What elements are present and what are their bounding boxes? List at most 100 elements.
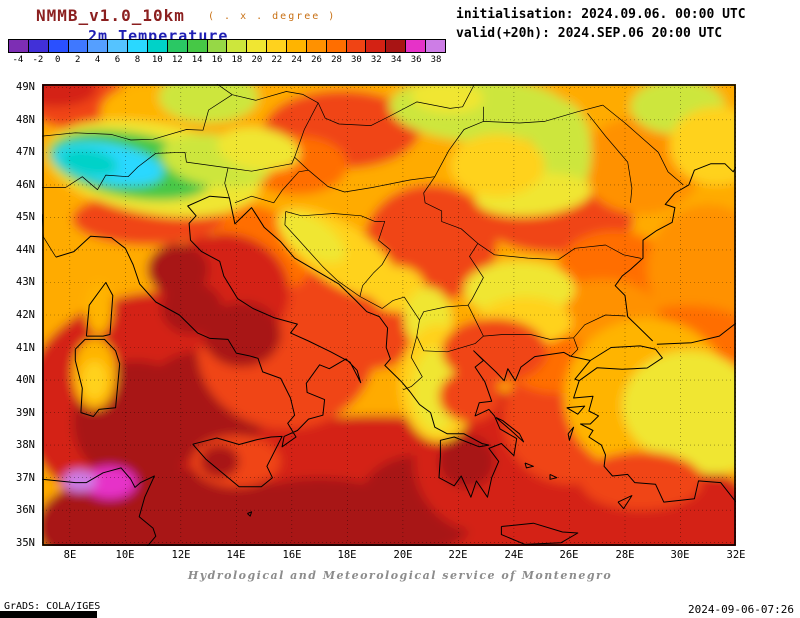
lon-tick-label: 12E — [171, 549, 191, 561]
lat-tick-label: 42N — [16, 309, 35, 321]
colorbar-tick-label: 6 — [114, 55, 121, 65]
colorbar-tick-label: 8 — [134, 55, 141, 65]
country-border — [42, 94, 233, 141]
colorbar-tick-label: 14 — [191, 55, 203, 65]
coastline — [192, 435, 283, 488]
valid-time: valid(+20h): 2024.SEP.06 20:00 UTC — [456, 26, 723, 41]
lon-tick-label: 18E — [337, 549, 357, 561]
lat-tick-label: 49N — [16, 81, 35, 93]
lat-tick-label: 44N — [16, 244, 35, 256]
colorbar-segment — [326, 40, 347, 52]
colorbar-tick-label: 10 — [151, 55, 163, 65]
lat-tick-label: 45N — [16, 211, 35, 223]
longitude-axis: 8E 10E 12E 14E 16E 18E 20E 22E 24E 26E 28E 30E 32E — [42, 549, 746, 563]
country-border — [467, 243, 484, 306]
coastline — [228, 197, 572, 498]
country-border — [294, 102, 319, 158]
colorbar-segment — [108, 40, 129, 52]
coastline — [495, 417, 525, 443]
lat-tick-label: 39N — [16, 407, 35, 419]
colorbar-tick-label: 0 — [55, 55, 61, 65]
country-border — [285, 211, 385, 222]
lon-tick-label: 30E — [670, 549, 690, 561]
colorbar-tick-label: 34 — [390, 55, 402, 65]
country-border — [402, 336, 423, 391]
colorbar-segment — [306, 40, 327, 52]
colorbar-segment — [128, 40, 149, 52]
coastline — [614, 163, 736, 342]
coastline — [55, 195, 362, 448]
colorbar-tick-label: 24 — [291, 55, 303, 65]
country-border — [570, 337, 579, 357]
lon-tick-label: 8E — [63, 549, 77, 561]
lat-tick-label: 36N — [16, 504, 35, 516]
colorbar-segment — [167, 40, 188, 52]
colorbar-tick-label: 36 — [410, 55, 422, 65]
colorbar-segment — [267, 40, 288, 52]
country-border — [423, 176, 479, 244]
lon-tick-label: 22E — [448, 549, 468, 561]
lat-tick-label: 40N — [16, 374, 35, 386]
country-border — [477, 243, 642, 261]
map-frame — [42, 84, 736, 546]
colorbar-tick-label: 30 — [351, 55, 362, 65]
coastline — [567, 426, 575, 441]
country-border — [483, 314, 626, 340]
colorbar-tick-label: 22 — [271, 55, 283, 65]
lon-tick-label: 28E — [615, 549, 635, 561]
colorbar-segment — [28, 40, 49, 52]
colorbar-segment — [406, 40, 427, 52]
colorbar-tick-label: 18 — [231, 55, 243, 65]
colorbar-segment — [48, 40, 69, 52]
lat-tick-label: 46N — [16, 179, 35, 191]
colorbar-segment — [346, 40, 367, 52]
country-border — [602, 104, 684, 186]
country-border — [284, 211, 361, 297]
lon-tick-label: 20E — [393, 549, 413, 561]
colorbar-segment — [9, 40, 29, 52]
coastline — [500, 522, 579, 545]
lat-tick-label: 48N — [16, 114, 35, 126]
lat-tick-label: 47N — [16, 146, 35, 158]
initialisation-time: initialisation: 2024.09.06. 00:00 UTC — [456, 7, 746, 22]
temperature-map — [42, 84, 736, 546]
colorbar-tick-label: 4 — [94, 55, 101, 65]
grads-credit: GrADS: COLA/IGES — [4, 601, 101, 612]
coastline — [573, 380, 736, 503]
country-border — [416, 304, 484, 353]
bottom-left-black-strip — [0, 611, 97, 618]
lat-tick-label: 41N — [16, 342, 35, 354]
colorbar-segment — [88, 40, 109, 52]
colorbar-segment — [187, 40, 208, 52]
country-border — [232, 91, 326, 119]
colorbar-segment — [426, 40, 445, 52]
country-border — [434, 106, 484, 177]
country-border — [325, 85, 475, 126]
colorbar-segment — [247, 40, 268, 52]
country-border — [42, 151, 295, 191]
colorbar-segment — [227, 40, 248, 52]
colorbar-tick-label: 32 — [370, 55, 382, 65]
colorbar-tick-label: 28 — [331, 55, 342, 65]
service-credit: Hydrological and Meteorological service … — [187, 569, 613, 582]
colorbar-tick-label: 20 — [251, 55, 263, 65]
creation-timestamp: 2024-09-06-07:26 — [688, 603, 794, 616]
model-title: NMMB_v1.0_10km — [36, 6, 185, 25]
coastline — [566, 405, 586, 415]
coastline — [85, 282, 114, 337]
coastline — [247, 511, 253, 517]
country-border — [308, 169, 435, 193]
colorbar-segments — [8, 39, 446, 53]
country-border — [587, 113, 633, 203]
colorbar-segment — [366, 40, 387, 52]
lat-tick-label: 43N — [16, 276, 35, 288]
colorbar: -4 -2 0 2 4 6 8 10 12 14 16 18 20 22 24 26 28 30 32 34 36 38 — [8, 39, 446, 69]
lon-tick-label: 14E — [226, 549, 246, 561]
coastline — [570, 345, 663, 382]
colorbar-tick-label: 16 — [211, 55, 223, 65]
lat-tick-label: 38N — [16, 439, 35, 451]
lon-tick-label: 24E — [504, 549, 524, 561]
country-border — [359, 221, 391, 297]
country-border — [359, 296, 420, 321]
